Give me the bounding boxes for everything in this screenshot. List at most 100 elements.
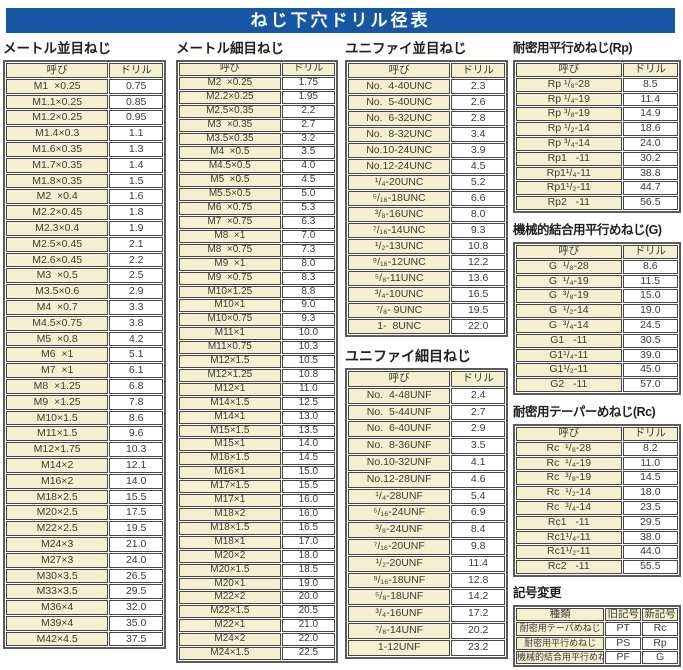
drill-size-cell: 9.6 xyxy=(109,426,163,442)
drill-size-cell: 9.8 xyxy=(451,538,505,555)
drill-size-cell: 30.2 xyxy=(622,151,678,166)
thread-name-cell: 1- 8UNC xyxy=(348,319,451,334)
thread-name-cell: M22×2 xyxy=(179,591,281,605)
table-row: M18×2 16.0 xyxy=(179,508,335,521)
thread-name-cell: M2 ×0.25 xyxy=(179,76,281,90)
drill-size-cell: 1.1 xyxy=(109,126,163,141)
table-row: M12×1 11.0 xyxy=(179,382,335,396)
table-row: G1¹/₄-11 39.0 xyxy=(516,348,678,363)
drill-size-cell: 3.9 xyxy=(451,143,505,158)
table-row: M4 ×0.7 3.3 xyxy=(6,299,163,315)
table-row: ⁵/₁₆-24UNF 6.9 xyxy=(348,505,505,522)
drill-size-cell: 22.0 xyxy=(281,633,335,647)
drill-size-cell: 26.5 xyxy=(109,568,163,584)
drill-size-cell: 19.0 xyxy=(622,304,678,318)
thread-name-cell: M8 ×1.25 xyxy=(6,378,109,394)
drill-size-cell: 1.6 xyxy=(109,189,163,205)
thread-name-cell: M27×3 xyxy=(6,552,109,568)
section-heading-g: 機械的結合用平行めねじ(G) xyxy=(513,222,662,237)
table-row: M8 ×0.75 7.3 xyxy=(179,243,335,257)
drill-size-cell: 6.1 xyxy=(109,363,163,378)
thread-name-cell: ⁵/₈-11UNC xyxy=(348,271,451,286)
table-row: M6 ×0.75 5.3 xyxy=(179,202,335,215)
old-symbol-cell: PF xyxy=(605,650,642,665)
drill-size-cell: 17.2 xyxy=(451,606,505,622)
drill-size-cell: 5.1 xyxy=(109,347,163,363)
thread-name-cell: M18×2 xyxy=(179,508,281,521)
table-row: Rc1¹/₄-11 38.0 xyxy=(516,530,678,545)
drill-size-cell: 15.5 xyxy=(281,480,335,494)
rp-thread-table: 呼び ドリル Rp ¹/₈-28 8.5 Rp ¹/₄-19 11.4 Rp ³/₈-1… xyxy=(513,60,681,213)
drill-size-cell: 8.8 xyxy=(281,285,335,299)
thread-name-cell: M3 ×0.5 xyxy=(6,268,109,284)
table-row: No. 8-36UNF 3.5 xyxy=(348,438,505,454)
column-metric-fine: メートル細目ねじ 呼び ドリル M2 ×0.25 1.75 M2.2×0.25 1.9… xyxy=(176,40,338,663)
drill-size-cell: 4.6 xyxy=(451,471,505,488)
thread-name-cell: M8 ×1 xyxy=(179,229,281,243)
thread-name-cell: Rc1¹/₂-11 xyxy=(516,545,622,560)
thread-name-cell: Rc ¹/₈-28 xyxy=(516,441,622,456)
drill-size-cell: 29.5 xyxy=(622,515,678,530)
thread-name-cell: M30×3.5 xyxy=(6,568,109,584)
drill-size-cell: 9.3 xyxy=(281,313,335,327)
thread-name-cell: M10×1.25 xyxy=(179,285,281,299)
drill-size-cell: 2.1 xyxy=(109,236,163,252)
table-row: Rc1 -11 29.5 xyxy=(516,515,678,530)
drill-size-cell: 17.0 xyxy=(281,535,335,549)
thread-name-cell: ¹/₄-28UNF xyxy=(348,488,451,505)
drill-size-cell: 19.0 xyxy=(281,577,335,591)
thread-name-cell: No.10-24UNC xyxy=(348,143,451,158)
table-row: M27×3 24.0 xyxy=(6,552,163,568)
thread-name-cell: M1.4×0.3 xyxy=(6,126,109,141)
thread-name-cell: M11×1 xyxy=(179,327,281,341)
drill-size-cell: 15.5 xyxy=(109,489,163,505)
thread-name-cell: Rc ³/₈-19 xyxy=(516,471,622,486)
drill-size-cell: 56.5 xyxy=(622,196,678,210)
table-row: G2 -11 57.0 xyxy=(516,378,678,392)
section-heading-rp: 耐密用平行めねじ(Rp) xyxy=(513,41,633,55)
header-row: 呼び ドリル xyxy=(516,426,678,441)
thread-name-cell: M24×2 xyxy=(179,633,281,647)
drill-size-cell: 8.4 xyxy=(451,522,505,538)
table-row: M24×3 21.0 xyxy=(6,536,163,552)
thread-name-cell: G1¹/₄-11 xyxy=(516,348,622,363)
table-row: G1 -11 30.5 xyxy=(516,333,678,348)
table-row: M1.6×0.35 1.3 xyxy=(6,141,163,157)
col-header-drill: ドリル xyxy=(451,63,505,78)
symbol-change-table: 種類 旧記号 新記号 耐密用テーパめねじ PT Rc 耐密用平行めねじ PS Rp 機械的結… xyxy=(513,604,681,668)
drill-size-cell: 4.2 xyxy=(109,331,163,347)
table-row: M7 ×0.75 6.3 xyxy=(179,215,335,229)
table-row: M5 ×0.8 4.2 xyxy=(6,331,163,347)
drill-size-cell: 10.3 xyxy=(281,341,335,355)
table-row: M22×1.5 20.5 xyxy=(179,605,335,619)
table-row: No.10-32UNF 4.1 xyxy=(348,454,505,471)
drill-size-cell: 18.5 xyxy=(281,563,335,577)
drill-size-cell: 45.0 xyxy=(622,363,678,378)
thread-name-cell: M18×1 xyxy=(179,535,281,549)
drill-size-cell: 8.0 xyxy=(281,257,335,271)
table-row: M15×1 14.0 xyxy=(179,438,335,452)
table-row: M2.5×0.35 2.2 xyxy=(179,104,335,118)
table-row: M33×3.5 29.5 xyxy=(6,584,163,600)
drill-size-cell: 4.5 xyxy=(281,174,335,188)
col-header-drill: ドリル xyxy=(622,244,678,259)
table-row: M2.3×0.4 1.9 xyxy=(6,220,163,236)
thread-name-cell: ¹/₂-13UNC xyxy=(348,239,451,254)
thread-name-cell: M33×3.5 xyxy=(6,584,109,600)
table-row: M6 ×1 5.1 xyxy=(6,347,163,363)
drill-size-cell: 39.0 xyxy=(622,348,678,363)
drill-size-cell: 8.6 xyxy=(109,410,163,426)
drill-size-cell: 1.95 xyxy=(281,90,335,104)
drill-size-cell: 14.5 xyxy=(281,452,335,466)
thread-name-cell: M2 ×0.4 xyxy=(6,189,109,205)
header-row: 呼び ドリル xyxy=(348,371,505,387)
drill-size-cell: 17.5 xyxy=(109,505,163,521)
table-row: M9 ×1 8.0 xyxy=(179,257,335,271)
thread-name-cell: M10×0.75 xyxy=(179,313,281,327)
drill-size-cell: 16.5 xyxy=(451,287,505,302)
table-row: M36×4 32.0 xyxy=(6,600,163,615)
table-row: M1.2×0.25 0.95 xyxy=(6,110,163,126)
thread-name-cell: M12×1.5 xyxy=(179,355,281,368)
drill-size-cell: 1.9 xyxy=(109,220,163,236)
thread-name-cell: ³/₄-16UNF xyxy=(348,606,451,622)
